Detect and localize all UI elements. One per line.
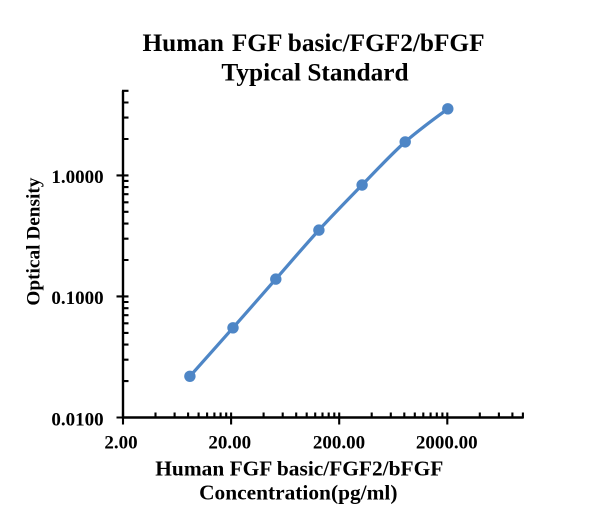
svg-text:Human FGF basic/FGF2/bFGF: Human FGF basic/FGF2/bFGF <box>155 457 443 481</box>
svg-text:20.00: 20.00 <box>208 432 251 453</box>
svg-text:1.0000: 1.0000 <box>51 167 103 188</box>
svg-text:2.00: 2.00 <box>104 432 137 453</box>
svg-text:200.00: 200.00 <box>313 432 365 453</box>
svg-text:2000.00: 2000.00 <box>416 432 478 453</box>
svg-text:0.0100: 0.0100 <box>51 409 103 430</box>
svg-text:Optical Density: Optical Density <box>24 177 45 305</box>
svg-text:Human FGF basic/FGF2/bFGF: Human FGF basic/FGF2/bFGF <box>142 29 484 57</box>
svg-text:Concentration(pg/ml): Concentration(pg/ml) <box>199 480 397 504</box>
svg-text:0.1000: 0.1000 <box>51 288 103 309</box>
svg-text:Typical Standard: Typical Standard <box>221 58 408 86</box>
